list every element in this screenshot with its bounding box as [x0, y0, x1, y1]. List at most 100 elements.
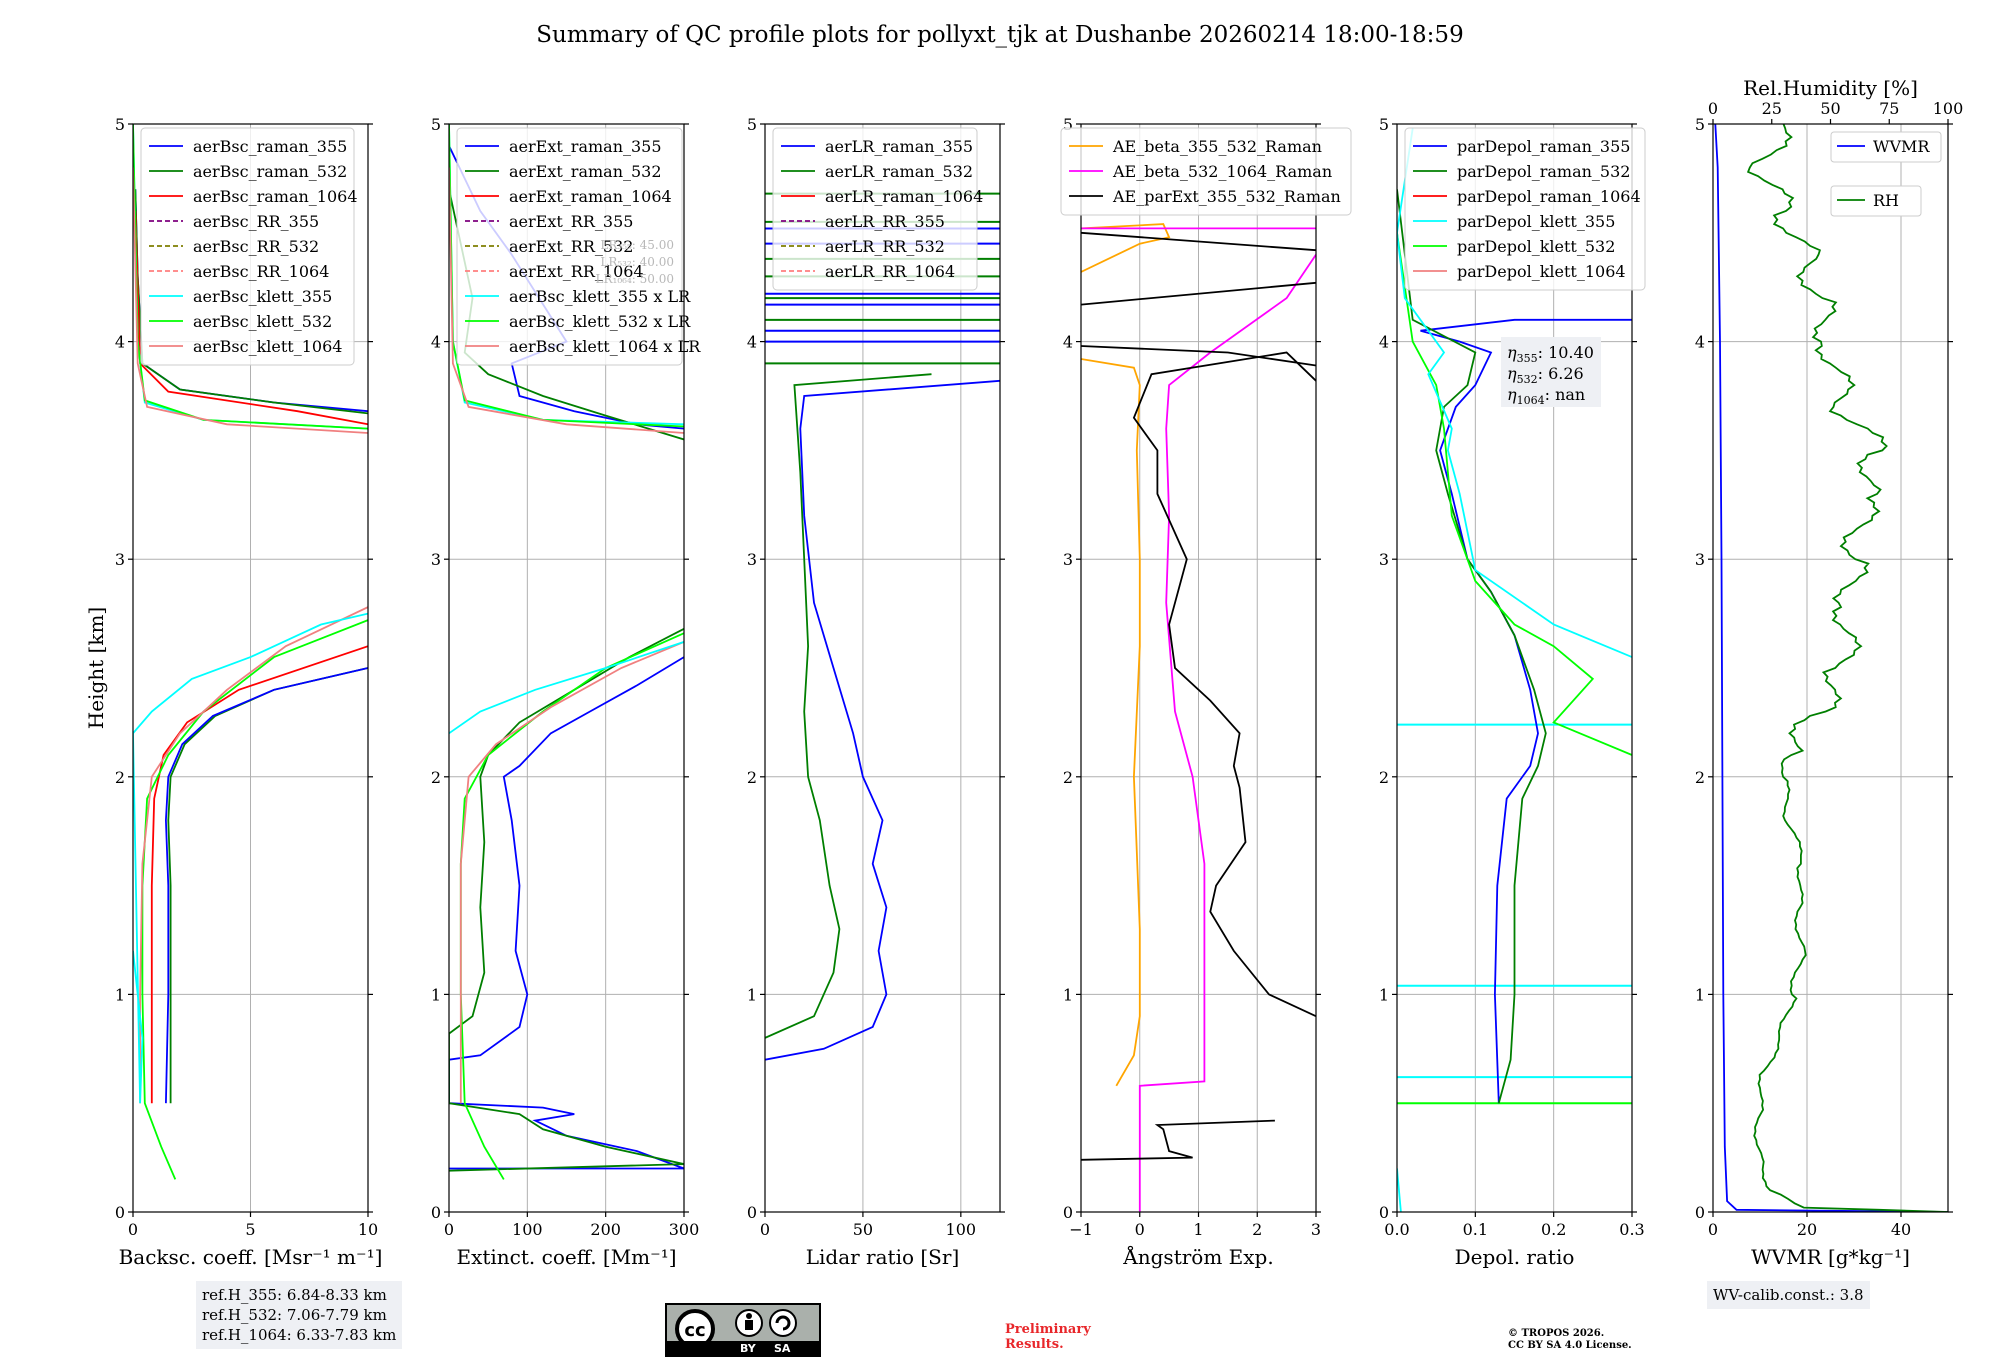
- legend-label: parDepol_raman_532: [1457, 162, 1630, 181]
- legend-label: parDepol_klett_1064: [1457, 262, 1626, 281]
- series-group: [1714, 124, 1948, 1212]
- x-tick-label: 40: [1891, 1220, 1911, 1239]
- legend-label: aerLR_RR_355: [825, 212, 945, 231]
- preliminary-line1: Preliminary: [1005, 1322, 1091, 1337]
- y-tick-label: 5: [431, 115, 441, 134]
- legend-label: aerBsc_klett_1064: [193, 337, 342, 356]
- y-tick-label: 4: [431, 333, 441, 352]
- series-line-aerBsc_raman_355: [164, 667, 368, 1104]
- y-tick-label: 2: [1379, 768, 1389, 787]
- y-tick-label: 5: [1379, 115, 1389, 134]
- ref-height-1064: ref.H_1064: 6.33-7.83 km: [202, 1326, 397, 1344]
- legend-label: AE_beta_355_532_Raman: [1112, 137, 1322, 156]
- legend-label: parDepol_raman_355: [1457, 137, 1630, 156]
- y-tick-label: 5: [1063, 115, 1073, 134]
- eta-355: η355: 10.40: [1507, 343, 1594, 365]
- legend-label: aerLR_RR_532: [825, 237, 945, 256]
- legend-label: aerExt_raman_1064: [509, 187, 672, 206]
- x-tick-label: 10: [358, 1220, 378, 1239]
- eta-box-bg: [1501, 337, 1601, 407]
- preliminary-note: Preliminary Results.: [1005, 1322, 1091, 1352]
- y-tick-label: 2: [115, 768, 125, 787]
- y-tick-label: 4: [1379, 333, 1389, 352]
- y-tick-label: 0: [1695, 1203, 1705, 1222]
- x-tick-label: 5: [245, 1220, 255, 1239]
- y-tick-label: 3: [1063, 550, 1073, 569]
- legend-label: parDepol_raman_1064: [1457, 187, 1641, 206]
- axes-frame: [448, 123, 685, 1213]
- legend-label: aerBsc_raman_355: [193, 137, 347, 156]
- legend-box: [140, 127, 355, 366]
- x-tick-label: 0: [1135, 1220, 1145, 1239]
- x-axis-label: Ångström Exp.: [1122, 1244, 1273, 1269]
- ref-height-532: ref.H_532: 7.06-7.79 km: [202, 1306, 387, 1324]
- y-tick-label: 2: [747, 768, 757, 787]
- axes-frame: [764, 123, 1001, 1213]
- legend-label: AE_parExt_355_532_Raman: [1112, 187, 1341, 206]
- series-line-parDepol_raman_532: [1397, 189, 1547, 1104]
- legend-box: [772, 127, 978, 291]
- legend: WVMR RH: [1830, 131, 1942, 217]
- x-axis-label: Backsc. coeff. [Msr⁻¹ m⁻¹]: [119, 1245, 383, 1269]
- series-group: [133, 124, 368, 1180]
- series-line-AE_parExt_355_532_Raman_top2: [1081, 281, 1316, 306]
- legend-label: aerBsc_raman_1064: [193, 187, 358, 206]
- y-tick-label: 0: [1063, 1203, 1073, 1222]
- legend-label: aerExt_RR_532: [509, 237, 633, 256]
- series-line-aerExt_klett_1064_upper: [449, 167, 684, 434]
- y-tick-label: 0: [115, 1203, 125, 1222]
- x-tick-label: 1: [1193, 1220, 1203, 1239]
- x-tick-label: 50: [853, 1220, 873, 1239]
- series-line-aerBsc_klett_355: [133, 612, 368, 1104]
- y-tick-label: 4: [1695, 333, 1705, 352]
- legend: aerExt_raman_355 aerExt_raman_532 aerExt_r…: [456, 127, 701, 366]
- cc-sa-label: SA: [774, 1342, 791, 1355]
- preliminary-line2: Results.: [1005, 1337, 1064, 1352]
- y-tick-label: 1: [431, 985, 441, 1004]
- legend-label: parDepol_klett_532: [1457, 237, 1615, 256]
- legend-box: [1060, 127, 1352, 216]
- panel-depol: 0 1 2 3 4 5 0.0 0.1 0.2 0.3 Depol. ratio parDepol_r…: [1379, 115, 1646, 1269]
- x-tick-label: 100: [946, 1220, 977, 1239]
- panel-ext: 0 1 2 3 4 5 0 100 200 300 Extinct. coeff. [Mm⁻¹] ae…: [431, 115, 701, 1269]
- legend-label: aerBsc_klett_355: [193, 287, 332, 306]
- x-tick-label: 0.1: [1463, 1220, 1488, 1239]
- legend-label: parDepol_klett_355: [1457, 212, 1615, 231]
- svg-text:cc: cc: [684, 1320, 705, 1341]
- legend-label: aerBsc_klett_532: [193, 312, 332, 331]
- series-line-aerBsc_klett_532: [141, 619, 368, 1180]
- x-tick-label: 3: [1311, 1220, 1321, 1239]
- legend-box: [1404, 127, 1646, 291]
- legend: aerBsc_raman_355 aerBsc_raman_532 aerBsc_r…: [140, 127, 358, 366]
- y-tick-label: 4: [115, 333, 125, 352]
- top-x-tick-label: 50: [1820, 99, 1840, 118]
- series-line-aerLR_raman_532: [765, 373, 932, 1039]
- cc-logo-icon: cc: [675, 1309, 797, 1343]
- y-tick-label: 4: [1063, 333, 1073, 352]
- series-group: [1081, 223, 1316, 1212]
- legend-label: aerBsc_klett_532 x LR: [509, 312, 691, 331]
- x-axis-label: Lidar ratio [Sr]: [806, 1245, 960, 1269]
- x-tick-label: 0: [444, 1220, 454, 1239]
- legend-label: aerExt_raman_532: [509, 162, 662, 181]
- legend-label: aerBsc_klett_355 x LR: [509, 287, 691, 306]
- legend-label: aerLR_raman_532: [825, 162, 973, 181]
- legend-label: AE_beta_532_1064_Raman: [1112, 162, 1332, 181]
- legend-label: aerExt_RR_1064: [509, 262, 644, 281]
- y-tick-label: 3: [115, 550, 125, 569]
- y-tick-label: 5: [747, 115, 757, 134]
- ref-height-355: ref.H_355: 6.84-8.33 km: [202, 1286, 387, 1304]
- legend-label: aerBsc_raman_532: [193, 162, 347, 181]
- x-axis-label: Depol. ratio: [1455, 1245, 1575, 1269]
- x-tick-label: −1: [1069, 1220, 1093, 1239]
- top-x-tick-label: 0: [1708, 99, 1718, 118]
- series-group: [1397, 128, 1632, 1212]
- series-line-aerBsc_raman_1064_upper: [134, 210, 368, 426]
- legend-label: RH: [1873, 191, 1899, 210]
- cc-by-sa-badge: cc BY SA: [665, 1303, 821, 1357]
- eta-1064: η1064: nan: [1507, 385, 1585, 407]
- y-tick-label: 3: [431, 550, 441, 569]
- legend-label: aerBsc_RR_532: [193, 237, 319, 256]
- eta-532: η532: 6.26: [1507, 364, 1584, 386]
